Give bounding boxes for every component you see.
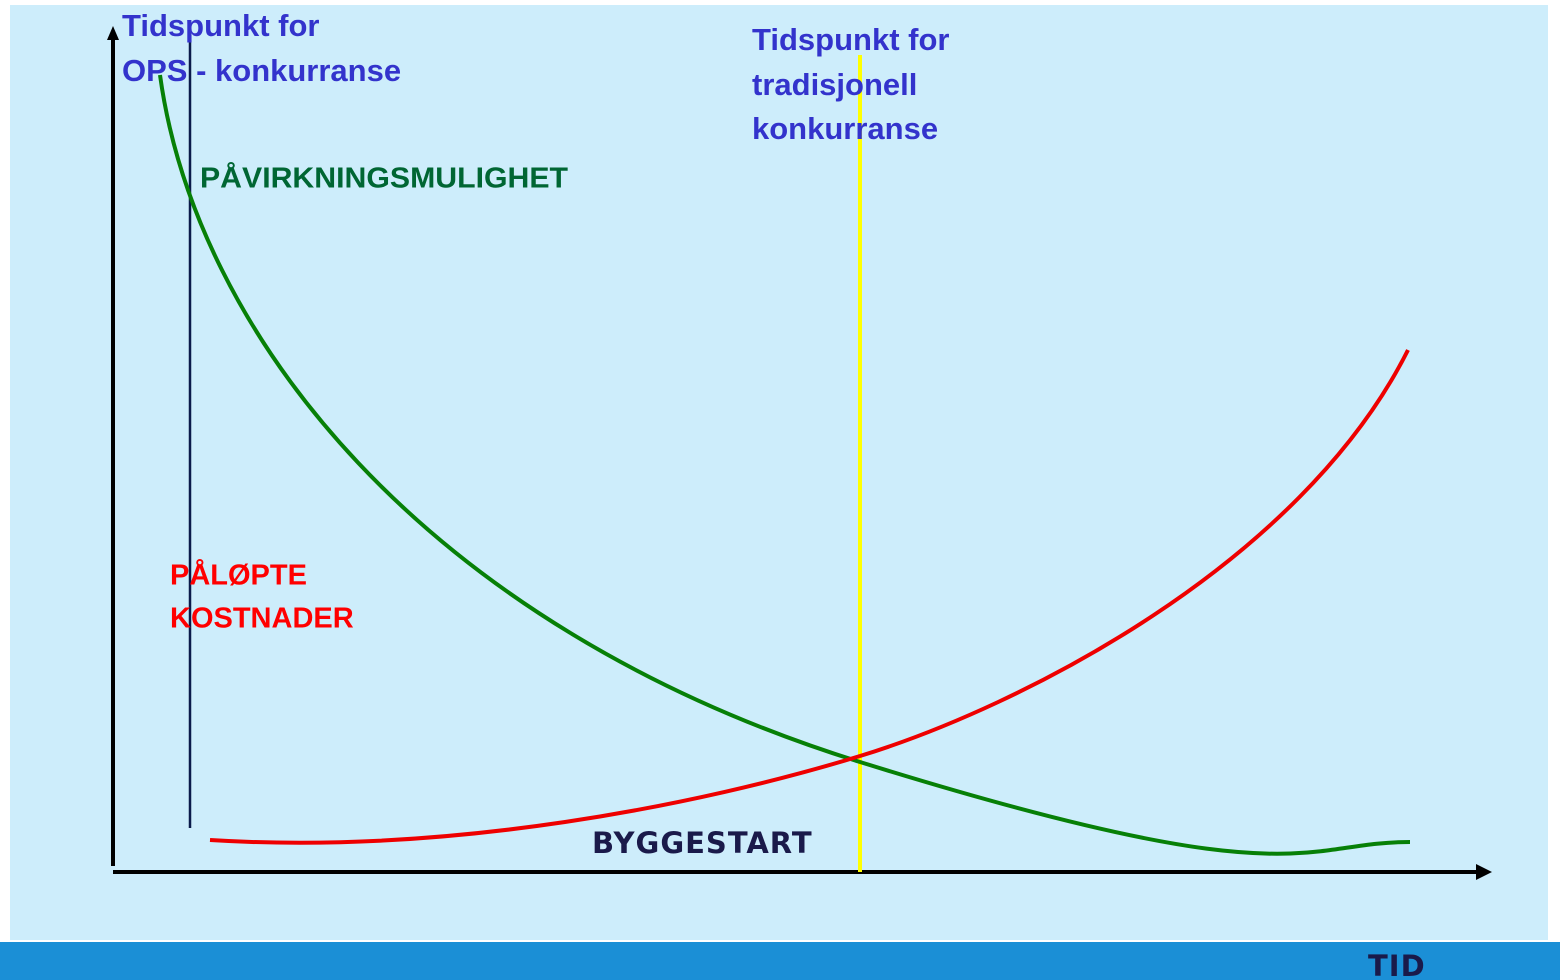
- footer-band: [0, 942, 1560, 980]
- cost-curve: [209, 349, 1410, 845]
- x-axis-label: TID: [1368, 949, 1426, 980]
- ops-label: Tidspunkt for: [122, 8, 319, 43]
- ops-label: OPS - konkurranse: [122, 53, 401, 88]
- background: [10, 5, 1548, 940]
- influence-curve: [158, 74, 1411, 856]
- cost-label: KOSTNADER: [170, 603, 354, 635]
- x-axis-arrow: [1476, 864, 1492, 880]
- traditional-label: tradisjonell: [752, 67, 917, 102]
- traditional-label: konkurranse: [752, 111, 938, 146]
- influence-label: PÅVIRKNINGSMULIGHET: [200, 162, 568, 195]
- cost-label: PÅLØPTE: [170, 559, 307, 592]
- traditional-label: Tidspunkt for: [752, 22, 949, 57]
- construction-start-label: BYGGESTART: [592, 826, 813, 860]
- y-axis-arrow: [107, 26, 119, 40]
